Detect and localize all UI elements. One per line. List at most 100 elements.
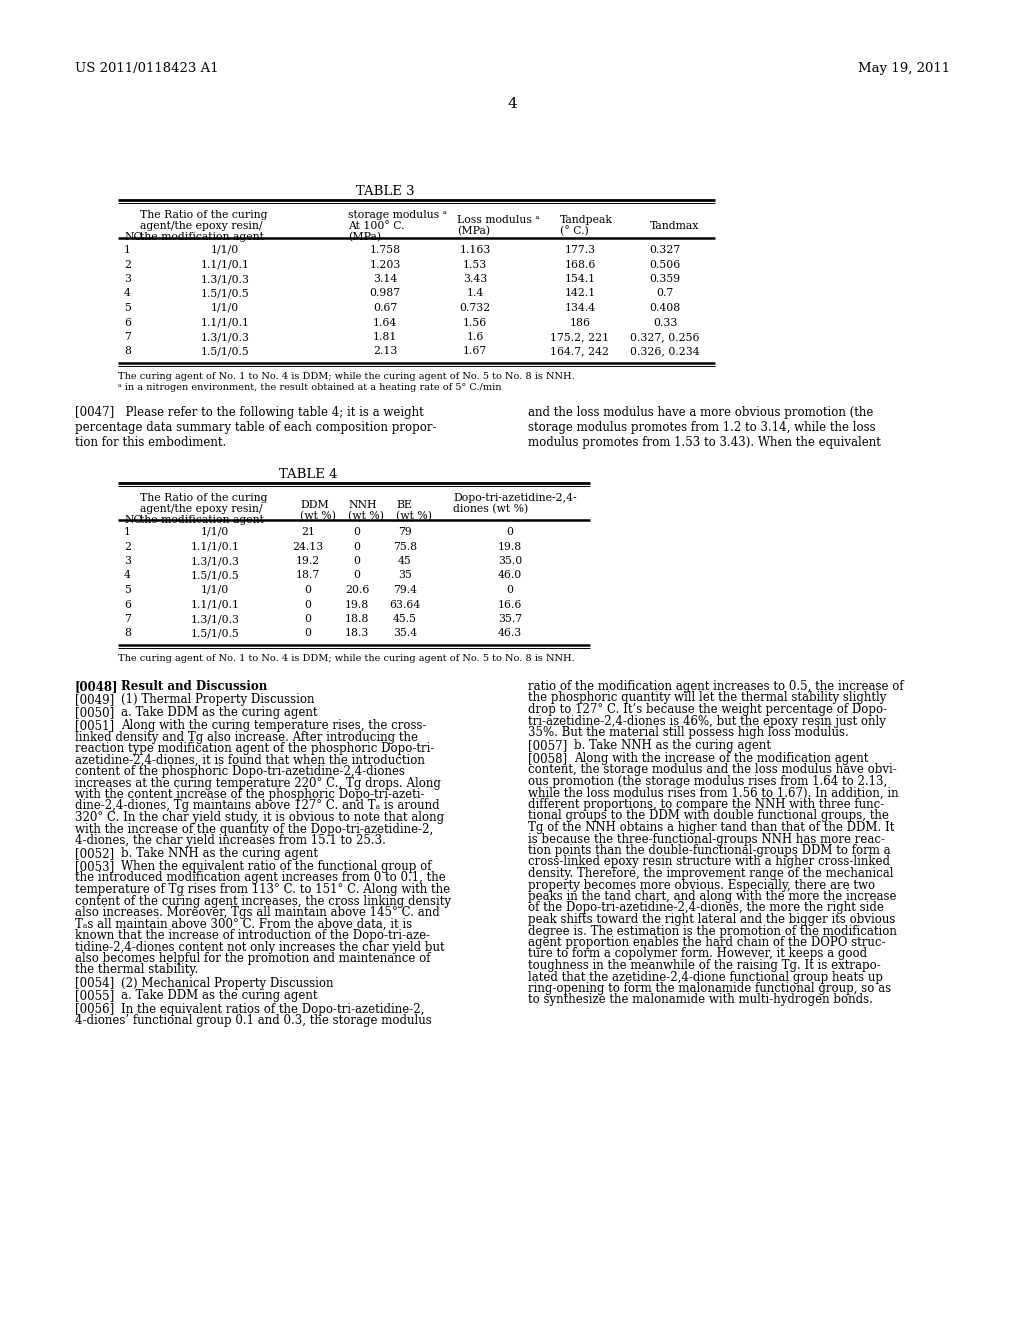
Text: property becomes more obvious. Especially, there are two: property becomes more obvious. Especiall… <box>528 879 876 891</box>
Text: 19.8: 19.8 <box>498 541 522 552</box>
Text: 0: 0 <box>507 585 513 595</box>
Text: 3: 3 <box>124 556 131 566</box>
Text: ᵃ in a nitrogen environment, the result obtained at a heating rate of 5° C./min: ᵃ in a nitrogen environment, the result … <box>118 383 502 392</box>
Text: Loss modulus ᵃ: Loss modulus ᵃ <box>457 215 540 224</box>
Text: density. Therefore, the improvement range of the mechanical: density. Therefore, the improvement rang… <box>528 867 894 880</box>
Text: 21: 21 <box>301 527 315 537</box>
Text: with the increase of the quantity of the Dopo-tri-azetidine-2,: with the increase of the quantity of the… <box>75 822 433 836</box>
Text: cross-linked epoxy resin structure with a higher cross-linked: cross-linked epoxy resin structure with … <box>528 855 890 869</box>
Text: 154.1: 154.1 <box>564 275 596 284</box>
Text: 16.6: 16.6 <box>498 599 522 610</box>
Text: 1.5/1/0.5: 1.5/1/0.5 <box>201 346 250 356</box>
Text: 0: 0 <box>353 556 360 566</box>
Text: 19.2: 19.2 <box>296 556 321 566</box>
Text: 1.203: 1.203 <box>370 260 400 269</box>
Text: 20.6: 20.6 <box>345 585 370 595</box>
Text: 4: 4 <box>124 570 131 581</box>
Text: 3: 3 <box>124 275 131 284</box>
Text: 5: 5 <box>124 304 131 313</box>
Text: 0: 0 <box>304 585 311 595</box>
Text: 1.3/1/0.3: 1.3/1/0.3 <box>190 614 240 624</box>
Text: ture to form a copolymer form. However, it keeps a good: ture to form a copolymer form. However, … <box>528 948 867 961</box>
Text: 35%. But the material still possess high loss modulus.: 35%. But the material still possess high… <box>528 726 849 739</box>
Text: diones (wt %): diones (wt %) <box>453 504 528 515</box>
Text: the introduced modification agent increases from 0 to 0.1, the: the introduced modification agent increa… <box>75 871 445 884</box>
Text: 0: 0 <box>304 628 311 639</box>
Text: ring-opening to form the malonamide functional group, so as: ring-opening to form the malonamide func… <box>528 982 891 995</box>
Text: 0.67: 0.67 <box>373 304 397 313</box>
Text: 1: 1 <box>124 527 131 537</box>
Text: [0047]   Please refer to the following table 4; it is a weight
percentage data s: [0047] Please refer to the following tab… <box>75 407 436 449</box>
Text: 1.53: 1.53 <box>463 260 487 269</box>
Text: 1.5/1/0.5: 1.5/1/0.5 <box>190 628 240 639</box>
Text: [0053]: [0053] <box>75 861 115 873</box>
Text: Tandmax: Tandmax <box>650 220 699 231</box>
Text: 18.7: 18.7 <box>296 570 321 581</box>
Text: 1.3/1/0.3: 1.3/1/0.3 <box>201 275 250 284</box>
Text: In the equivalent ratios of the Dopo-tri-azetidine-2,: In the equivalent ratios of the Dopo-tri… <box>121 1002 424 1015</box>
Text: the modification agent: the modification agent <box>140 232 264 242</box>
Text: 0: 0 <box>304 599 311 610</box>
Text: and the loss modulus have a more obvious promotion (the
storage modulus promotes: and the loss modulus have a more obvious… <box>528 407 881 449</box>
Text: NNH: NNH <box>348 500 377 510</box>
Text: content, the storage modulus and the loss modulus have obvi-: content, the storage modulus and the los… <box>528 763 897 776</box>
Text: 1/1/0: 1/1/0 <box>201 585 229 595</box>
Text: (wt %): (wt %) <box>348 511 384 521</box>
Text: 1.6: 1.6 <box>466 333 483 342</box>
Text: BE: BE <box>396 500 412 510</box>
Text: different proportions, to compare the NNH with three func-: different proportions, to compare the NN… <box>528 799 885 810</box>
Text: also increases. Moreover, Tgs all maintain above 145° C. and: also increases. Moreover, Tgs all mainta… <box>75 906 439 919</box>
Text: 35.0: 35.0 <box>498 556 522 566</box>
Text: increases at the curing temperature 220° C., Tg drops. Along: increases at the curing temperature 220°… <box>75 776 441 789</box>
Text: 6: 6 <box>124 318 131 327</box>
Text: 4: 4 <box>124 289 131 298</box>
Text: 1.3/1/0.3: 1.3/1/0.3 <box>201 333 250 342</box>
Text: Along with the curing temperature rises, the cross-: Along with the curing temperature rises,… <box>121 719 427 733</box>
Text: 18.8: 18.8 <box>345 614 370 624</box>
Text: 320° C. In the char yield study, it is obvious to note that along: 320° C. In the char yield study, it is o… <box>75 810 444 824</box>
Text: 1.163: 1.163 <box>460 246 490 255</box>
Text: the thermal stability.: the thermal stability. <box>75 964 199 977</box>
Text: US 2011/0118423 A1: US 2011/0118423 A1 <box>75 62 219 75</box>
Text: 8: 8 <box>124 628 131 639</box>
Text: 1/1/0: 1/1/0 <box>201 527 229 537</box>
Text: also becomes helpful for the promotion and maintenance of: also becomes helpful for the promotion a… <box>75 952 430 965</box>
Text: 0.327, 0.256: 0.327, 0.256 <box>630 333 699 342</box>
Text: 0.359: 0.359 <box>649 275 681 284</box>
Text: Along with the increase of the modification agent: Along with the increase of the modificat… <box>574 752 868 766</box>
Text: At 100° C.: At 100° C. <box>348 220 404 231</box>
Text: Tₐs all maintain above 300° C. From the above data, it is: Tₐs all maintain above 300° C. From the … <box>75 917 412 931</box>
Text: 1.81: 1.81 <box>373 333 397 342</box>
Text: 18.3: 18.3 <box>345 628 370 639</box>
Text: 1.1/1/0.1: 1.1/1/0.1 <box>201 318 250 327</box>
Text: When the equivalent ratio of the functional group of: When the equivalent ratio of the functio… <box>121 861 431 873</box>
Text: DDM: DDM <box>300 500 329 510</box>
Text: 2: 2 <box>124 260 131 269</box>
Text: 177.3: 177.3 <box>564 246 596 255</box>
Text: [0057]: [0057] <box>528 739 567 752</box>
Text: [0050]: [0050] <box>75 706 115 719</box>
Text: agent proportion enables the hard chain of the DOPO struc-: agent proportion enables the hard chain … <box>528 936 886 949</box>
Text: a. Take DDM as the curing agent: a. Take DDM as the curing agent <box>121 990 317 1002</box>
Text: 35: 35 <box>398 570 412 581</box>
Text: 35.7: 35.7 <box>498 614 522 624</box>
Text: 46.0: 46.0 <box>498 570 522 581</box>
Text: to synthesize the malonamide with multi-hydrogen bonds.: to synthesize the malonamide with multi-… <box>528 994 872 1006</box>
Text: 0.327: 0.327 <box>649 246 681 255</box>
Text: 1.1/1/0.1: 1.1/1/0.1 <box>190 541 240 552</box>
Text: (wt %): (wt %) <box>300 511 336 521</box>
Text: (MPa): (MPa) <box>348 232 381 243</box>
Text: drop to 127° C. It’s because the weight percentage of Dopo-: drop to 127° C. It’s because the weight … <box>528 704 887 715</box>
Text: [0054]: [0054] <box>75 977 115 990</box>
Text: 5: 5 <box>124 585 131 595</box>
Text: 0.408: 0.408 <box>649 304 681 313</box>
Text: the modification agent: the modification agent <box>140 515 264 525</box>
Text: 3.43: 3.43 <box>463 275 487 284</box>
Text: 0: 0 <box>353 570 360 581</box>
Text: The Ratio of the curing: The Ratio of the curing <box>140 492 267 503</box>
Text: 0: 0 <box>353 527 360 537</box>
Text: 75.8: 75.8 <box>393 541 417 552</box>
Text: is because the three-functional-groups NNH has more reac-: is because the three-functional-groups N… <box>528 833 885 846</box>
Text: 0: 0 <box>304 614 311 624</box>
Text: 79: 79 <box>398 527 412 537</box>
